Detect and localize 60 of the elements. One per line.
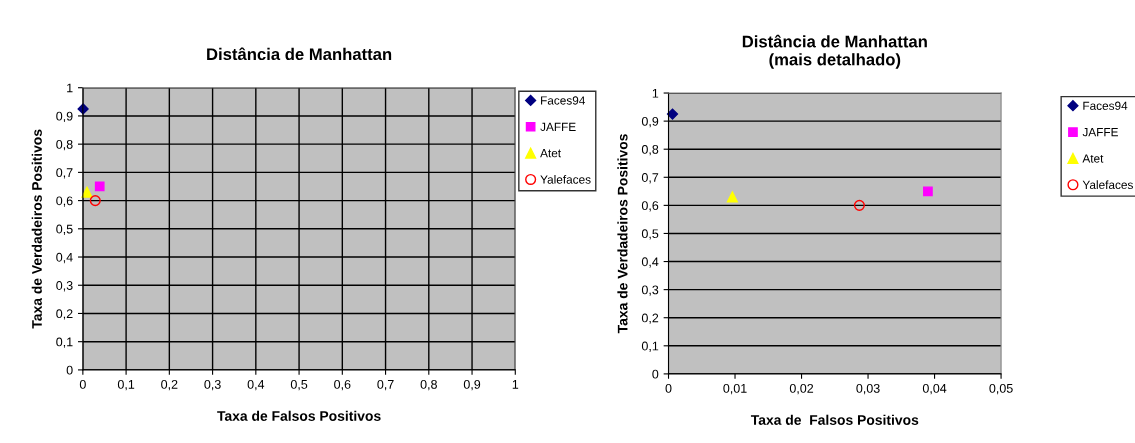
- y-axis-title: Taxa de Verdadeiros Positivos: [31, 129, 42, 329]
- y-tick-label: 0,2: [56, 309, 73, 320]
- chart-title: Distância de Manhattan: [207, 47, 392, 61]
- x-tick-label: 0,2: [161, 379, 178, 391]
- x-tick-label: 0,05: [989, 383, 1013, 395]
- point: [726, 191, 738, 203]
- x-tick-label: 0,01: [723, 383, 747, 395]
- x-tick-label: 0,1: [117, 379, 135, 391]
- y-tick-label: 0,4: [641, 257, 659, 268]
- x-axis-title: Taxa de Falsos Positivos: [750, 414, 919, 425]
- x-tick-label: 0,6: [334, 379, 351, 391]
- x-tick-label: 0,03: [856, 383, 880, 395]
- x-tick-label: 0,3: [204, 379, 221, 391]
- y-tick-label: 0,3: [56, 281, 73, 292]
- legend-label: JAFFE: [1082, 128, 1118, 137]
- x-tick-label: 0: [79, 379, 86, 389]
- y-tick-label: 0: [66, 365, 73, 375]
- legend-label: Faces94: [1083, 101, 1128, 110]
- x-tick-label: 0,7: [377, 379, 394, 391]
- legend-label: Yalefaces: [1082, 180, 1133, 190]
- y-tick-label: 1: [67, 83, 73, 93]
- y-tick-label: 0,3: [641, 285, 659, 296]
- point: [81, 186, 93, 198]
- legend-label: Atet: [1082, 154, 1104, 163]
- point: [666, 108, 679, 120]
- y-tick-label: 0,9: [641, 116, 659, 128]
- x-tick-label: 0,9: [463, 379, 481, 391]
- point: [94, 181, 105, 192]
- y-tick-label: 0: [652, 369, 659, 379]
- point: [853, 199, 865, 211]
- y-tick-label: 1: [652, 88, 659, 98]
- y-tick-label: 0,1: [56, 337, 73, 348]
- x-tick-label: 0: [665, 383, 672, 393]
- legend-label: Faces94: [541, 96, 586, 105]
- y-tick-label: 0,7: [56, 168, 73, 179]
- x-tick-label: 0,5: [290, 379, 308, 391]
- y-tick-label: 0,8: [56, 139, 73, 151]
- chart-title: Distância de Manhattan (mais detalhado): [742, 34, 927, 69]
- y-axis-title: Taxa de Verdadeiros Positivos: [617, 134, 628, 334]
- legend-label: Atet: [540, 149, 561, 158]
- y-tick-label: 0,7: [641, 173, 659, 184]
- y-tick-label: 0,6: [641, 201, 659, 212]
- point: [89, 195, 101, 207]
- x-tick-label: 0,04: [922, 383, 947, 395]
- y-tick-label: 0,9: [56, 111, 73, 123]
- legend-label: JAFFE: [540, 122, 576, 131]
- x-tick-label: 0,8: [420, 379, 437, 391]
- x-tick-label: 0,02: [789, 383, 814, 395]
- y-tick-label: 0,5: [56, 224, 73, 235]
- y-tick-label: 0,8: [641, 145, 659, 156]
- x-tick-label: 0,4: [247, 379, 265, 391]
- y-tick-label: 0,1: [641, 341, 659, 352]
- y-tick-label: 0,6: [56, 196, 73, 207]
- y-tick-label: 0,5: [641, 229, 659, 240]
- y-tick-label: 0,4: [56, 252, 73, 264]
- x-tick-label: 1: [512, 380, 519, 389]
- legend-label: Yalefaces: [540, 175, 591, 184]
- point: [923, 186, 933, 197]
- y-tick-label: 0,2: [641, 313, 659, 324]
- x-axis-title: Taxa de Falsos Positivos: [217, 410, 381, 421]
